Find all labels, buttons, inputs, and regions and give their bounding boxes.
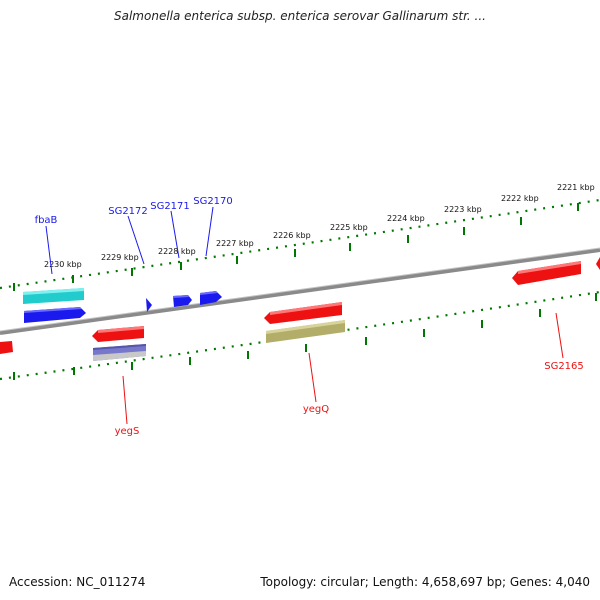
forward-strand-features xyxy=(23,288,222,323)
gene-feature-SG2171[interactable] xyxy=(173,295,192,307)
gene-label-yegQ[interactable]: yegQ xyxy=(303,404,329,415)
reverse-strand-features xyxy=(0,257,600,361)
gene-label-yegS[interactable]: yegS xyxy=(115,426,140,437)
gene-feature-cyan[interactable] xyxy=(23,288,84,304)
gene-feature-SG2172[interactable] xyxy=(146,298,152,312)
gene-feature-partial-right[interactable] xyxy=(596,257,600,270)
genome-backbone-highlight xyxy=(0,247,600,332)
genome-title: Salmonella enterica subsp. enterica sero… xyxy=(114,9,486,23)
gene-feature-partial-left[interactable] xyxy=(0,341,13,354)
gene-feature-yegQ[interactable] xyxy=(264,302,342,324)
tick-label: 2229 kbp xyxy=(101,253,139,262)
gene-feature-SG2170[interactable] xyxy=(200,291,222,305)
tick-label: 2223 kbp xyxy=(444,205,482,214)
tick-label: 2226 kbp xyxy=(273,231,311,240)
inner-major-ticks xyxy=(13,293,597,380)
gene-feature-SG2165[interactable] xyxy=(512,261,581,285)
gene-feature-fbaB[interactable] xyxy=(24,307,86,323)
outer-scale-track xyxy=(0,198,600,290)
tick-label: 2224 kbp xyxy=(387,214,425,223)
gene-label-fbaB[interactable]: fbaB xyxy=(35,215,58,226)
scale-tick-labels: 2230 kbp 2229 kbp 2228 kbp 2227 kbp 2226… xyxy=(44,183,595,269)
gene-label-SG2170[interactable]: SG2170 xyxy=(193,196,233,207)
tick-label: 2227 kbp xyxy=(216,239,254,248)
gene-feature-olive[interactable] xyxy=(266,320,345,343)
gene-label-SG2165[interactable]: SG2165 xyxy=(544,361,584,372)
gene-feature-yegS[interactable] xyxy=(92,326,144,342)
outer-major-ticks xyxy=(13,203,579,291)
forward-label-leaders xyxy=(45,206,214,275)
tick-label: 2221 kbp xyxy=(557,183,595,192)
gene-labels: fbaB SG2172 SG2171 SG2170 yegS yegQ SG21… xyxy=(35,196,584,437)
gene-label-SG2172[interactable]: SG2172 xyxy=(108,206,148,217)
accession-text: Accession: NC_011274 xyxy=(9,575,146,589)
reverse-label-leaders xyxy=(122,312,564,425)
tick-label: 2222 kbp xyxy=(501,194,539,203)
genome-backbone xyxy=(0,248,600,335)
tick-label: 2225 kbp xyxy=(330,223,368,232)
tick-label: 2230 kbp xyxy=(44,260,82,269)
gene-feature-purple[interactable] xyxy=(93,344,146,361)
topology-text: Topology: circular; Length: 4,658,697 bp… xyxy=(260,575,590,589)
gene-label-SG2171[interactable]: SG2171 xyxy=(150,201,190,212)
tick-label: 2228 kbp xyxy=(158,247,196,256)
